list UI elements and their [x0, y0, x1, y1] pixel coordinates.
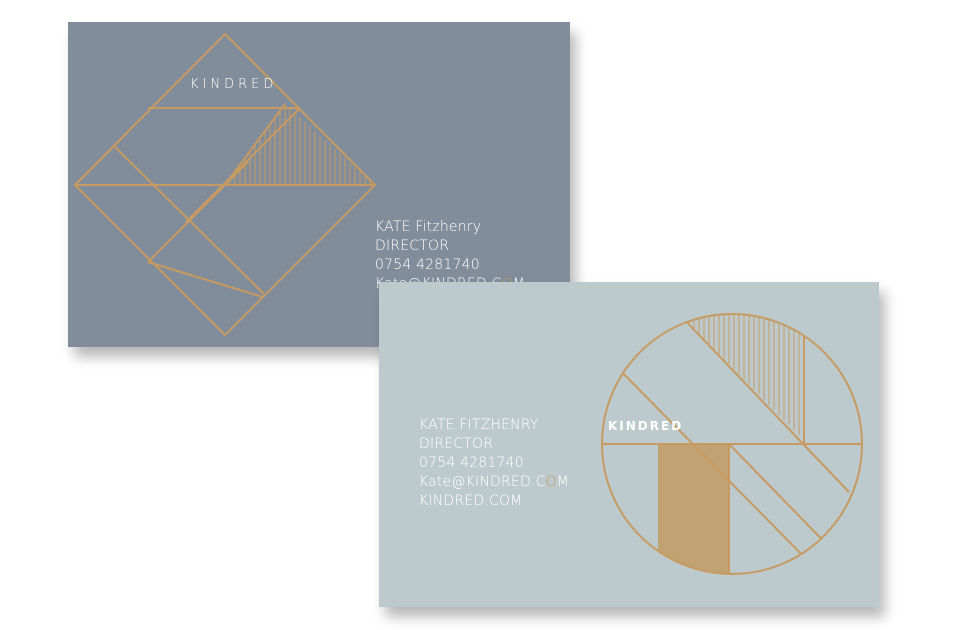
- contact-phone: 0754 4281740: [419, 455, 524, 471]
- diamond-logo-graphic: [73, 32, 377, 337]
- contact-email: Kate@KINDRED.COM: [419, 474, 570, 490]
- contact-name: KATE Fitzhenry: [375, 219, 482, 235]
- brand-name: KINDRED: [608, 419, 684, 433]
- contact-website: KINDRED.COM: [419, 493, 523, 509]
- business-card-back: KINDRED KATE FITZHENRY DIRECTOR 0754 428…: [379, 282, 879, 607]
- contact-title: DIRECTOR: [375, 238, 450, 254]
- contact-phone: 0754 4281740: [375, 257, 480, 273]
- contact-block: KATE FITZHENRY DIRECTOR 0754 4281740 Kat…: [419, 416, 569, 511]
- contact-title: DIRECTOR: [419, 436, 494, 452]
- contact-name: KATE FITZHENRY: [419, 417, 539, 433]
- brand-name: KINDRED: [190, 77, 278, 92]
- circle-logo-graphic: [601, 313, 863, 575]
